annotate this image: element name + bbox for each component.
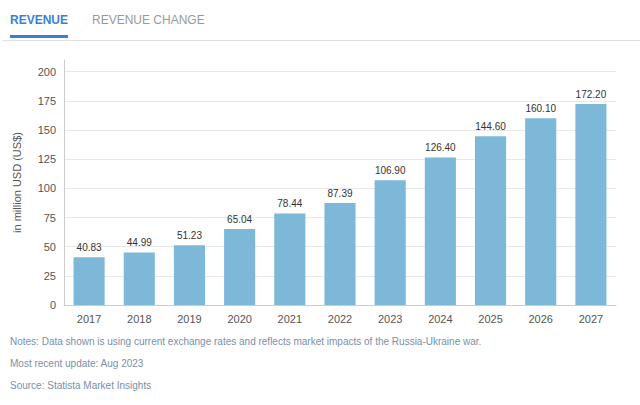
- svg-text:2023: 2023: [378, 313, 402, 325]
- svg-text:160.10: 160.10: [525, 103, 556, 114]
- svg-text:175: 175: [38, 95, 56, 107]
- svg-text:40.83: 40.83: [77, 242, 102, 253]
- svg-text:172.20: 172.20: [576, 89, 607, 100]
- svg-text:65.04: 65.04: [227, 214, 252, 225]
- svg-text:2026: 2026: [528, 313, 552, 325]
- svg-text:2018: 2018: [127, 313, 151, 325]
- svg-text:REVENUE CHANGE: REVENUE CHANGE: [92, 13, 205, 27]
- svg-text:2024: 2024: [428, 313, 452, 325]
- svg-text:in million USD (US$): in million USD (US$): [11, 132, 23, 233]
- svg-text:75: 75: [44, 212, 56, 224]
- svg-text:106.90: 106.90: [375, 165, 406, 176]
- svg-text:125: 125: [38, 153, 56, 165]
- svg-text:2027: 2027: [579, 313, 603, 325]
- svg-text:2019: 2019: [177, 313, 201, 325]
- svg-text:78.44: 78.44: [277, 198, 302, 209]
- svg-text:REVENUE: REVENUE: [10, 13, 68, 27]
- svg-text:126.40: 126.40: [425, 142, 456, 153]
- svg-text:144.60: 144.60: [475, 121, 506, 132]
- svg-text:50: 50: [44, 241, 56, 253]
- svg-text:Source: Statista Market Insigh: Source: Statista Market Insights: [10, 380, 151, 391]
- svg-text:87.39: 87.39: [327, 188, 352, 199]
- svg-text:2022: 2022: [328, 313, 352, 325]
- svg-text:51.23: 51.23: [177, 230, 202, 241]
- svg-text:Notes: Data shown is using cur: Notes: Data shown is using current excha…: [10, 336, 481, 347]
- svg-text:25: 25: [44, 270, 56, 282]
- svg-text:Most recent update: Aug 2023: Most recent update: Aug 2023: [10, 358, 144, 369]
- svg-text:2020: 2020: [227, 313, 251, 325]
- svg-text:150: 150: [38, 124, 56, 136]
- svg-text:2017: 2017: [77, 313, 101, 325]
- svg-text:100: 100: [38, 182, 56, 194]
- svg-text:44.99: 44.99: [127, 237, 152, 248]
- svg-text:200: 200: [38, 66, 56, 78]
- svg-text:2021: 2021: [278, 313, 302, 325]
- svg-text:0: 0: [50, 299, 56, 311]
- svg-text:2025: 2025: [478, 313, 502, 325]
